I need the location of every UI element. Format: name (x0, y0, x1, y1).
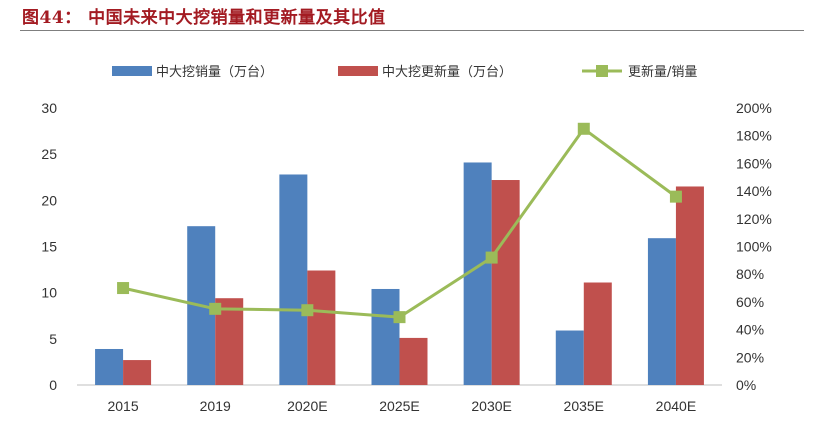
y-right-tick-label: 40% (736, 322, 764, 338)
y-right-tick-label: 180% (736, 128, 772, 144)
bar-replacement (583, 282, 612, 385)
legend-swatch-0 (112, 66, 152, 76)
bar-sales (279, 174, 308, 385)
bar-replacement (675, 186, 704, 385)
bar-sales (95, 348, 124, 385)
legend-label-0: 中大挖销量（万台） (156, 65, 273, 80)
y-left-tick-label: 15 (41, 239, 57, 255)
legend-swatch-1 (338, 66, 378, 76)
legend-label-1: 中大挖更新量（万台） (382, 64, 512, 80)
x-tick-label: 2035E (564, 398, 604, 414)
bar-replacement (123, 360, 152, 385)
y-right-tick-label: 80% (736, 266, 764, 282)
x-tick-label: 2040E (656, 398, 696, 414)
bar-sales (647, 238, 676, 385)
ratio-marker (485, 251, 498, 264)
x-tick-label: 2025E (379, 398, 419, 414)
y-right-tick-label: 140% (736, 183, 772, 199)
bar-sales (555, 330, 584, 385)
y-left-tick-label: 0 (49, 377, 57, 393)
title-divider (20, 30, 804, 31)
y-left-tick-label: 25 (41, 146, 57, 162)
y-left-tick-label: 30 (41, 100, 57, 116)
y-right-tick-label: 200% (736, 100, 772, 116)
y-right-tick-label: 100% (736, 239, 772, 255)
figure-title: 图44： 中国未来中大挖销量和更新量及其比值 (22, 8, 386, 28)
x-tick-label: 2015 (107, 398, 138, 414)
figure-header: 图44： 中国未来中大挖销量和更新量及其比值 (0, 0, 816, 31)
bar-replacement (491, 180, 520, 385)
x-tick-label: 2030E (471, 398, 511, 414)
y-right-tick-label: 120% (736, 211, 772, 227)
y-right-tick-label: 0% (736, 377, 756, 393)
ratio-marker (209, 302, 222, 315)
y-left-tick-label: 5 (49, 331, 57, 347)
legend-label-2: 更新量/销量 (628, 64, 697, 80)
x-tick-label: 2020E (287, 398, 327, 414)
x-tick-label: 2019 (200, 398, 231, 414)
bar-sales (371, 288, 400, 385)
bar-replacement (399, 337, 428, 385)
ratio-marker (301, 304, 314, 317)
y-left-tick-label: 10 (41, 285, 57, 301)
ratio-marker (669, 190, 682, 203)
ratio-marker (117, 282, 130, 295)
y-right-tick-label: 20% (736, 349, 764, 365)
ratio-marker (393, 311, 406, 324)
y-right-tick-label: 60% (736, 294, 764, 310)
y-right-tick-label: 160% (736, 155, 772, 171)
legend-marker-2 (596, 65, 608, 77)
bar-replacement (307, 270, 336, 385)
y-left-tick-label: 20 (41, 192, 57, 208)
ratio-marker (577, 122, 590, 135)
